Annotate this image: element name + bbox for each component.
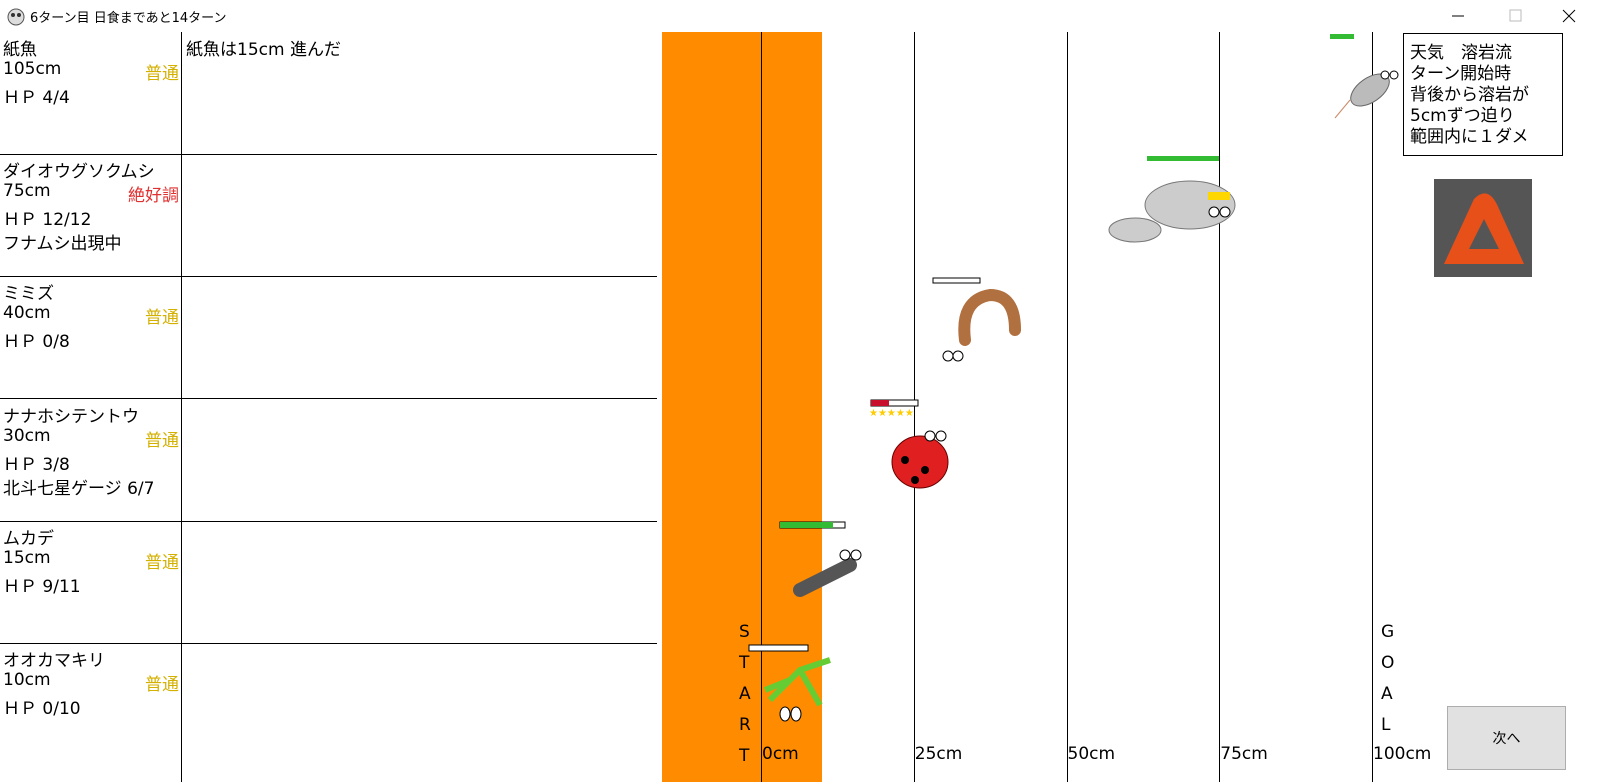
window-title: 6ターン目 日食まであと14ターン [30, 11, 227, 26]
racer-condition: 絶好調 [128, 186, 179, 207]
goal-letter: A [1381, 684, 1393, 704]
lava-icon [1434, 179, 1532, 277]
racer-condition: 普通 [145, 552, 179, 573]
racer-hp: ＨＰ 12/12 [3, 210, 92, 231]
distance-line [913, 32, 915, 782]
start-letter: A [739, 684, 751, 704]
start-letter: S [739, 622, 750, 642]
distance-label: 100cm [1373, 744, 1432, 764]
column-divider [181, 32, 182, 782]
row-divider [0, 398, 657, 400]
mantis [748, 644, 831, 722]
earthworm [932, 277, 1021, 362]
goal-letter: O [1381, 653, 1395, 673]
racer-extra: フナムシ出現中 [3, 234, 122, 255]
start-letter: T [739, 653, 750, 673]
racer-hp: ＨＰ 0/10 [3, 699, 81, 719]
distance-label: 75cm [1220, 744, 1268, 764]
racer-name: 紙魚 [3, 40, 37, 60]
weather-line: ターン開始時 [1410, 64, 1512, 84]
log-message: 紙魚は15cm 進んだ [186, 40, 341, 60]
row-divider [0, 520, 657, 522]
row-divider [0, 642, 657, 644]
racer-distance: 10cm [3, 670, 51, 690]
racer-name: ナナホシテントウ [3, 406, 139, 427]
title-bar: 6ターン目 日食まであと14ターン [0, 0, 1602, 32]
next-button[interactable]: 次へ [1447, 706, 1566, 770]
racer-condition: 普通 [145, 675, 179, 695]
window-controls[interactable] [1430, 0, 1602, 32]
weather-line: 背後から溶岩が [1410, 85, 1529, 105]
distance-label: 0cm [762, 744, 799, 764]
racer-distance: 30cm [3, 425, 51, 446]
racer-name: ダイオウグソクムシ [3, 162, 155, 183]
distance-line [1219, 32, 1221, 782]
racer-hp: ＨＰ 0/8 [3, 332, 70, 353]
weather-line: 範囲内に１ダメ [1410, 127, 1529, 147]
racer-distance: 40cm [3, 303, 51, 324]
row-divider [0, 276, 657, 278]
racer-extra: 北斗七星ゲージ 6/7 [3, 478, 155, 499]
racer-hp: ＨＰ 9/11 [3, 576, 81, 597]
goal-letter: G [1381, 622, 1395, 642]
lava [662, 32, 822, 782]
racer-distance: 15cm [3, 547, 51, 568]
racer-distance: 75cm [3, 181, 51, 202]
weather-line: 5cmずつ迫り [1410, 106, 1515, 126]
racer-distance: 105cm [3, 59, 62, 79]
racer-condition: 普通 [145, 430, 179, 451]
goal-letter: L [1381, 715, 1391, 735]
racer-condition: 普通 [145, 308, 179, 329]
ladybug: ★★★★★ [869, 399, 949, 489]
distance-label: 50cm [1067, 744, 1116, 764]
silverfish [1330, 34, 1399, 119]
centipede [779, 521, 862, 597]
distance-line [1066, 32, 1068, 782]
weather-box: 天気 溶岩流 ターン開始時 背後から溶岩が 5cmずつ迫り 範囲内に１ダメ [1403, 33, 1563, 156]
distance-line [761, 32, 762, 782]
svg-text:★★★★★: ★★★★★ [869, 408, 914, 419]
racer-name: ムカデ [3, 528, 54, 549]
racer-condition: 普通 [145, 64, 179, 84]
racer-hp: ＨＰ 3/8 [3, 454, 70, 475]
row-divider [0, 154, 657, 155]
racer-name: ミミズ [3, 284, 54, 305]
weather-line: 天気 溶岩流 [1410, 43, 1512, 63]
distance-label: 25cm [914, 744, 963, 764]
distance-line [1372, 32, 1373, 782]
start-letter: R [739, 715, 751, 735]
start-letter: T [739, 746, 750, 766]
racer-hp: ＨＰ 4/4 [3, 88, 70, 108]
racer-name: オオカマキリ [3, 651, 105, 671]
isopod [1108, 156, 1236, 243]
app-icon [7, 8, 25, 26]
